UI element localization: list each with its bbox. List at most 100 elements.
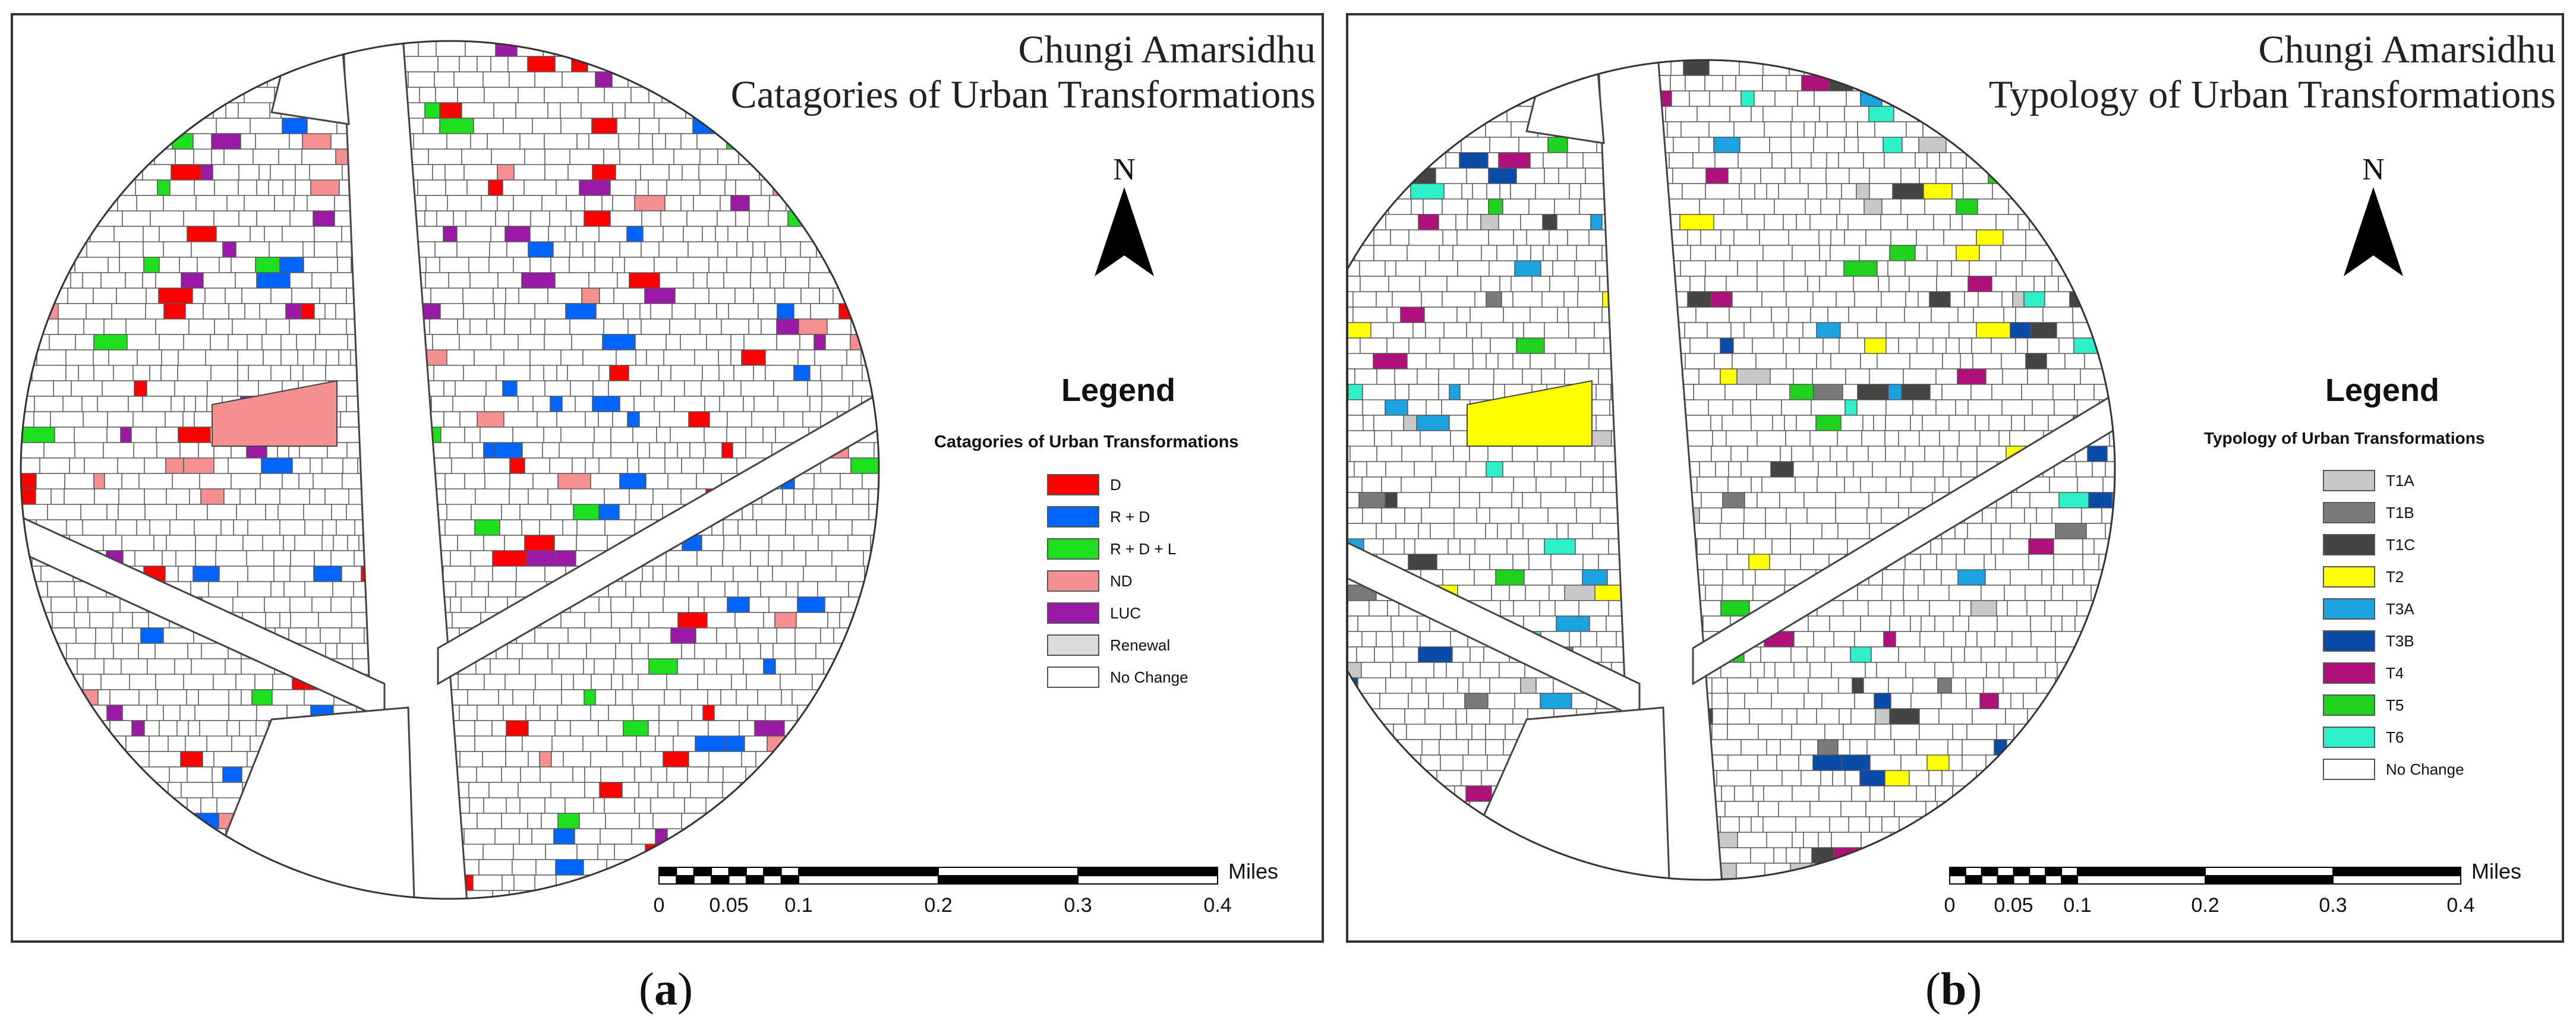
parcel (189, 488, 201, 505)
parcel (289, 318, 320, 335)
parcel (93, 874, 127, 891)
parcel (655, 735, 674, 752)
parcel (619, 627, 641, 644)
parcel (702, 226, 716, 242)
parcel (1799, 168, 1827, 184)
parcel (2102, 152, 2115, 169)
parcel (89, 782, 118, 814)
parcel (1710, 415, 1723, 431)
parcel (557, 705, 591, 721)
parcel (2054, 121, 2074, 138)
parcel (1742, 569, 1756, 586)
parcel (697, 674, 732, 690)
parcel (549, 457, 573, 474)
parcel (1844, 137, 1859, 153)
parcel (159, 720, 178, 737)
parcel (1682, 183, 1706, 200)
parcel (21, 643, 41, 659)
parcel (1734, 785, 1754, 802)
parcel (2073, 276, 2093, 292)
parcel (1783, 878, 1795, 880)
parcel (190, 581, 209, 598)
parcel (292, 457, 311, 474)
parcel (1998, 430, 2010, 447)
parcel (1720, 368, 1738, 385)
parcel (2107, 229, 2115, 246)
parcel (1692, 554, 1727, 570)
parcel (1752, 785, 1764, 802)
parcel (2004, 585, 2026, 601)
parcel (130, 87, 149, 119)
parcel (1418, 523, 1431, 539)
parcel (699, 149, 718, 165)
parcel (1473, 353, 1487, 370)
parcel (283, 581, 305, 598)
parcel (1977, 198, 2009, 215)
parcel (2001, 399, 2033, 416)
parcel (1937, 260, 1952, 277)
parcel (544, 380, 571, 397)
parcel (677, 612, 708, 629)
scale-tick-label: 0.3 (2319, 894, 2347, 917)
parcel (787, 828, 813, 860)
parcel (771, 828, 789, 845)
parcel (2089, 708, 2115, 725)
parcel (734, 612, 764, 629)
parcel (135, 179, 158, 196)
parcel (488, 581, 516, 598)
parcel (1514, 847, 1540, 879)
parcel (598, 226, 628, 242)
parcel (635, 56, 656, 72)
parcel (196, 195, 228, 211)
parcel (1819, 245, 1831, 261)
parcel (1412, 816, 1444, 833)
parcel (2013, 801, 2044, 817)
parcel (493, 288, 506, 304)
parcel (1512, 554, 1530, 570)
parcel (1412, 60, 1432, 76)
parcel (175, 550, 196, 567)
parcel (1836, 214, 1849, 230)
parcel (1455, 214, 1468, 230)
parcel (21, 457, 40, 474)
parcel (1369, 600, 1388, 617)
parcel (733, 797, 766, 814)
parcel (673, 149, 701, 165)
parcel (291, 288, 320, 304)
parcel (2070, 198, 2088, 215)
parcel (1924, 646, 1952, 663)
parcel (2095, 600, 2108, 632)
parcel (2043, 801, 2074, 833)
parcel (736, 627, 759, 644)
parcel (598, 411, 613, 428)
parcel (2032, 399, 2055, 416)
parcel (872, 272, 879, 289)
parcel (36, 844, 49, 860)
parcel (1497, 523, 1512, 539)
parcel (688, 56, 703, 72)
north-arrow-b: N (2338, 152, 2409, 279)
parcel (503, 118, 533, 134)
parcel (868, 504, 879, 520)
parcel (75, 179, 97, 196)
parcel (1934, 476, 1950, 493)
parcel (814, 473, 841, 490)
parcel (51, 56, 65, 72)
parcel (321, 457, 343, 474)
parcel (135, 782, 149, 798)
parcel (66, 643, 96, 659)
parcel (804, 751, 835, 783)
parcel (807, 210, 820, 227)
parcel (457, 535, 484, 551)
parcel (1729, 307, 1751, 323)
parcel (1362, 399, 1386, 416)
parcel (189, 844, 215, 860)
parcel (544, 318, 570, 335)
parcel (74, 87, 100, 119)
parcel (2052, 384, 2075, 400)
parcel (573, 504, 600, 520)
parcel (202, 751, 215, 768)
parcel (1970, 384, 1992, 400)
parcel (813, 705, 844, 721)
parcel (1530, 353, 1556, 370)
